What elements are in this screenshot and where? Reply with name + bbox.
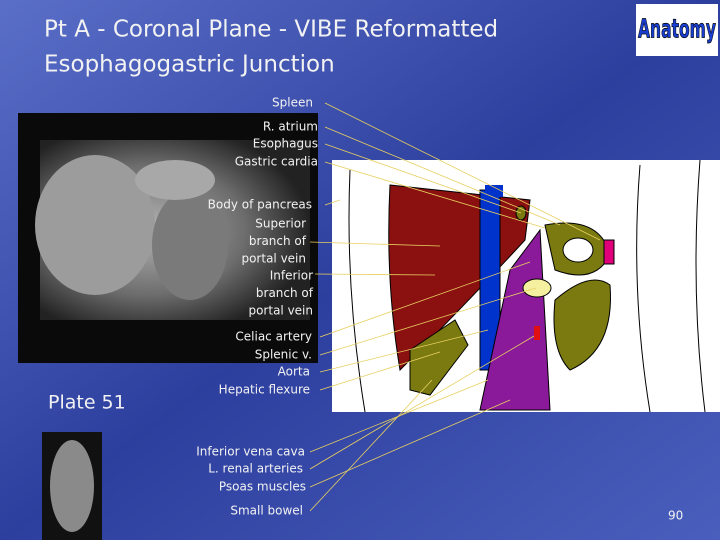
leader-line — [324, 199, 341, 206]
label: branch of — [256, 286, 314, 300]
label: Inferior vena cava — [196, 445, 305, 459]
leader-line — [319, 351, 441, 391]
label: Gastric cardia — [235, 155, 318, 169]
label: R. atrium — [263, 120, 318, 134]
leader-line — [309, 379, 433, 512]
label: Body of pancreas — [208, 198, 312, 212]
label: portal vein — [248, 304, 313, 318]
leader-line — [309, 241, 441, 247]
logo-box — [636, 4, 718, 56]
label: Hepatic flexure — [219, 383, 310, 397]
label: Superior — [255, 217, 306, 231]
leader-line — [309, 399, 511, 488]
label: Spleen — [272, 96, 313, 110]
thumbnail-image — [42, 432, 102, 540]
page-number: 90 — [668, 509, 683, 523]
leader-line — [319, 287, 537, 356]
leader-line — [309, 335, 535, 470]
label: Inferior — [270, 269, 313, 283]
leader-line — [324, 161, 546, 229]
plate-label: Plate 51 — [48, 392, 126, 414]
labels: Spleen R. atrium Esophagus Gastric cardia Bo… — [196, 96, 601, 518]
title-line: Esophagogastric Junction — [44, 52, 335, 78]
label: branch of — [249, 234, 307, 248]
logo: Anatomy — [638, 15, 716, 45]
leader-line — [324, 143, 522, 214]
label: L. renal arteries — [208, 462, 303, 476]
leader-line — [314, 273, 436, 276]
title-line: Pt A - Coronal Plane - VIBE Reformatted — [44, 17, 498, 43]
leader-line — [319, 261, 531, 338]
leader-line — [319, 329, 489, 373]
mri-image — [18, 113, 318, 363]
label: Celiac artery — [235, 330, 312, 344]
anatomy-diagram — [332, 159, 720, 413]
label: Psoas muscles — [219, 480, 306, 494]
leader-line — [324, 102, 601, 241]
label: Aorta — [278, 365, 310, 379]
leader-line — [324, 126, 561, 226]
label: Splenic v. — [255, 348, 312, 362]
label: Esophagus — [253, 137, 318, 151]
label: portal vein — [241, 252, 306, 266]
label: Small bowel — [230, 504, 303, 518]
